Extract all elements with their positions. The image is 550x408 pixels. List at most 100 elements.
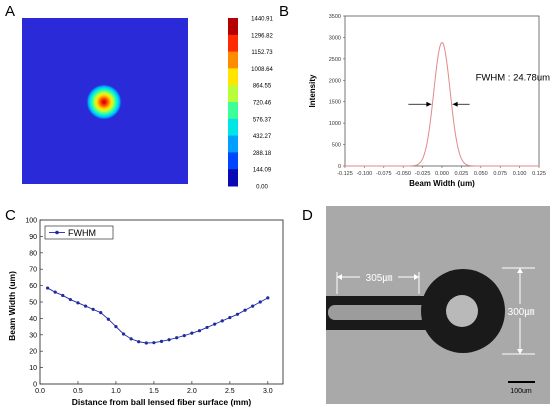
data-point [68, 297, 72, 302]
colorbar-segment [228, 118, 238, 137]
colorbar-tick-label: 0.00 [256, 185, 268, 191]
data-point [205, 325, 209, 330]
x-tick-label: 0.0 [35, 388, 45, 395]
dimension-305-label-bg [360, 270, 398, 284]
x-tick-label: 2.0 [187, 388, 197, 395]
data-point [167, 338, 171, 342]
colorbar-segment [228, 135, 238, 153]
data-point [159, 339, 164, 343]
data-point [99, 311, 103, 315]
data-point [228, 315, 232, 320]
colorbar-segment [228, 169, 238, 187]
x-tick-label: 0.125 [532, 171, 546, 177]
intensity-chart: -0.125 -0.100 -0.075 -0.050 -0.025 0.000 0.025… [308, 14, 550, 188]
dimension-305-label: 305㎛ [366, 273, 393, 284]
y-tick-label: 3500 [329, 14, 341, 20]
dimension-300-label: 300㎛ [508, 307, 535, 318]
panel-a: A 1440.91 1296.82 1152.73 1008.64 864.55 720.… [5, 3, 274, 191]
colorbar-tick-label: 144.09 [253, 168, 272, 174]
y-tick-label: 3000 [329, 35, 341, 41]
x-tick-label: 0.5 [73, 388, 83, 395]
panel-b: B -0.125 -0.100 -0.075 -0.050 -0.025 0.000 0.0… [279, 3, 550, 188]
y-tick-label: 70 [29, 267, 37, 274]
x-tick-label: -0.100 [357, 171, 373, 177]
legend-marker [55, 230, 59, 235]
colorbar-segment [228, 18, 238, 36]
y-tick-label: 40 [29, 316, 37, 323]
y-axis-label: Intensity [308, 74, 317, 107]
colorbar-tick-label: 576.37 [253, 117, 272, 123]
y-tick-label: 1000 [329, 121, 341, 127]
x-axis-label: Beam Width (um) [409, 179, 475, 188]
x-tick-label: 0.100 [513, 171, 527, 177]
dimension-300-arrow-bottom [517, 349, 523, 354]
scale-bar-label: 100um [510, 388, 532, 395]
x-axis-label: Distance from ball lensed fiber surface … [72, 397, 252, 407]
colorbar-tick-label: 864.55 [253, 84, 272, 90]
x-tick-label: -0.075 [376, 171, 392, 177]
panel-c: C 0.0 0.5 1.0 1.5 2.0 2.5 3.0 0 10 20 30 40 50 60 70 80… [5, 207, 284, 407]
data-point [76, 301, 80, 305]
colorbar-tick-label: 432.27 [253, 134, 272, 140]
y-tick-label: 100 [25, 218, 37, 225]
colorbar-tick-label: 1008.64 [251, 67, 273, 73]
colorbar-tick-label: 1152.73 [251, 50, 273, 56]
data-point [53, 290, 57, 294]
data-point [243, 308, 247, 312]
data-point [121, 332, 126, 336]
panel-letter-c: C [5, 207, 16, 224]
colorbar-segment [228, 34, 238, 53]
intensity-series-line [345, 42, 539, 167]
data-point [114, 325, 118, 329]
data-point [129, 337, 133, 341]
y-tick-label: 30 [29, 332, 37, 339]
x-tick-label: 0.025 [455, 171, 469, 177]
data-point [182, 334, 186, 338]
y-axis-label: Beam Width (um) [7, 271, 17, 341]
dimension-305-arrow-left [337, 274, 342, 280]
colorbar-segment [228, 68, 238, 86]
data-point [220, 319, 224, 323]
panel-letter-b: B [279, 3, 289, 20]
colorbar: 1440.91 1296.82 1152.73 1008.64 864.55 720.46… [228, 17, 274, 191]
dimension-300-arrow-top [517, 268, 523, 273]
y-tick-label: 2000 [329, 78, 341, 84]
x-tick-label: 3.0 [263, 388, 273, 395]
panel-letter-a: A [5, 3, 15, 20]
y-tick-label: 2500 [329, 57, 341, 63]
y-tick-label: 1500 [329, 100, 341, 106]
colorbar-segment [228, 85, 238, 103]
data-point [91, 307, 95, 311]
x-tick-label: 2.5 [225, 388, 235, 395]
legend-label: FWHM [68, 228, 96, 238]
data-point [266, 296, 270, 300]
legend-box [44, 225, 114, 240]
fwhm-arrowhead-left [426, 101, 432, 107]
dimension-300-label-bg [506, 304, 536, 318]
panel-d: D 305㎛ 300㎛ 100um [302, 206, 550, 404]
ball-lens-core [446, 295, 478, 327]
colorbar-tick-label: 1296.82 [251, 33, 273, 39]
fiber-core [328, 305, 438, 320]
colorbar-segment [228, 152, 238, 170]
beam-width-chart: 0.0 0.5 1.0 1.5 2.0 2.5 3.0 0 10 20 30 40 50 60 70 80 90… [7, 218, 284, 407]
colorbar-tick-label: 720.46 [253, 101, 272, 107]
dimension-305-arrow-right [414, 274, 419, 280]
colorbar-tick-label: 1440.91 [251, 17, 273, 23]
data-point [45, 286, 50, 290]
colorbar-segment [228, 51, 238, 69]
y-tick-label: 10 [29, 365, 37, 372]
colorbar-segment [228, 102, 238, 120]
data-point [175, 336, 179, 340]
fwhm-series-line [47, 287, 269, 344]
y-tick-label: 500 [332, 143, 341, 149]
y-tick-label: 60 [29, 283, 37, 290]
x-tick-label: 0.075 [493, 171, 507, 177]
fwhm-annotation: FWHM : 24.78um [476, 72, 550, 83]
data-point [61, 293, 65, 298]
data-point [258, 300, 262, 304]
x-tick-label: -0.050 [395, 171, 411, 177]
data-point [83, 304, 88, 308]
fwhm-arrowhead-right [452, 101, 458, 107]
y-tick-label: 0 [33, 382, 37, 389]
